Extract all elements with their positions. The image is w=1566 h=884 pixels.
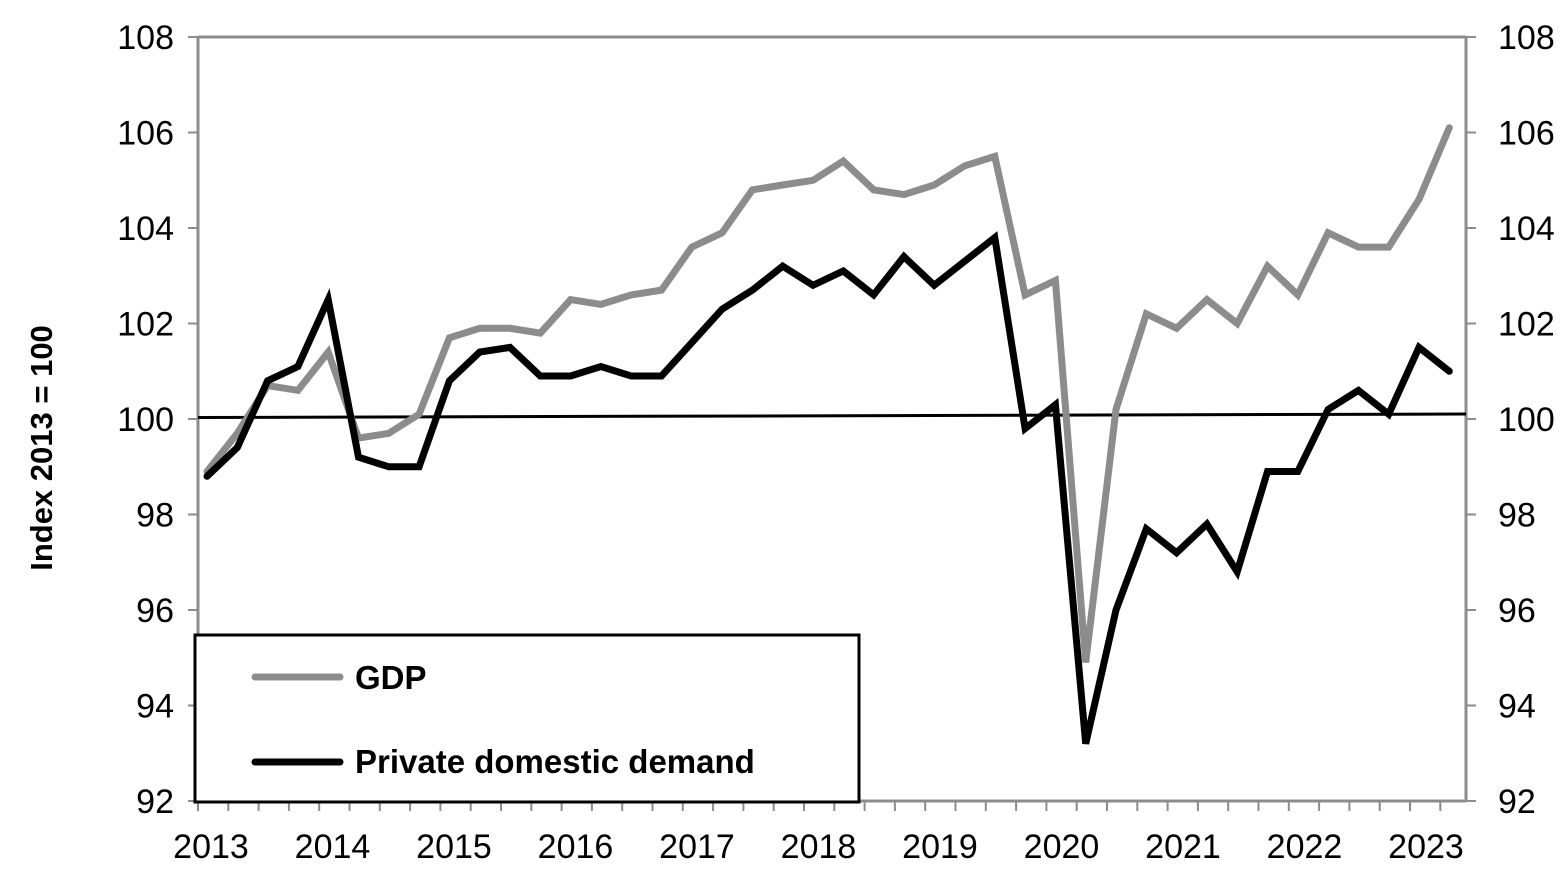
- y-tick-label-left: 102: [117, 306, 174, 344]
- y-tick-label-right: 108: [1498, 19, 1555, 57]
- y-tick-label-left: 92: [136, 783, 174, 821]
- legend: GDP Private domestic demand: [193, 633, 861, 804]
- x-tick-label: 2018: [781, 828, 857, 866]
- y-tick-label-left: 98: [136, 497, 174, 535]
- y-tick-label-right: 92: [1498, 783, 1536, 821]
- legend-label-private-demand: Private domestic demand: [355, 743, 755, 780]
- y-tick-label-left: 106: [117, 115, 174, 153]
- x-tick-label: 2017: [659, 828, 735, 866]
- series-line-private-domestic-demand: [203, 231, 1453, 745]
- x-axis: 2013 2014 2015 2016 2017 2018 2019 2020 2021 2022…: [173, 801, 1464, 866]
- x-tick-label: 2021: [1145, 828, 1221, 866]
- reference-line-100: [197, 412, 1467, 419]
- y-tick-label-left: 104: [117, 210, 174, 248]
- y-axis-right: 92 94 96 98 100 102 104 106 108: [1466, 19, 1555, 821]
- y-axis-left: 92 94 96 98 100 102 104 106 108: [117, 19, 198, 821]
- x-tick-label: 2013: [173, 828, 249, 866]
- x-tick-label: 2016: [538, 828, 614, 866]
- x-tick-label: 2019: [902, 828, 978, 866]
- y-tick-label-right: 106: [1498, 115, 1555, 153]
- y-tick-label-right: 94: [1498, 688, 1536, 726]
- x-tick-label: 2023: [1388, 828, 1464, 866]
- x-tick-label: 2020: [1024, 828, 1100, 866]
- legend-label-gdp: GDP: [355, 659, 427, 696]
- y-tick-label-right: 98: [1498, 497, 1536, 535]
- y-axis-title: Index 2013 = 100: [24, 325, 59, 571]
- legend-box: [193, 633, 861, 804]
- x-tick-label: 2014: [295, 828, 371, 866]
- series-layer: [203, 124, 1453, 745]
- y-tick-label-left: 100: [117, 401, 174, 439]
- y-tick-label-left: 108: [117, 19, 174, 57]
- series-line-gdp: [203, 124, 1453, 663]
- y-tick-label-right: 96: [1498, 592, 1536, 630]
- reference-line-layer: [197, 412, 1467, 419]
- y-tick-label-right: 102: [1498, 306, 1555, 344]
- x-tick-label: 2022: [1267, 828, 1343, 866]
- y-tick-label-right: 104: [1498, 210, 1555, 248]
- y-tick-label-right: 100: [1498, 401, 1555, 439]
- x-tick-label: 2015: [416, 828, 492, 866]
- y-tick-label-left: 96: [136, 592, 174, 630]
- y-tick-label-left: 94: [136, 688, 174, 726]
